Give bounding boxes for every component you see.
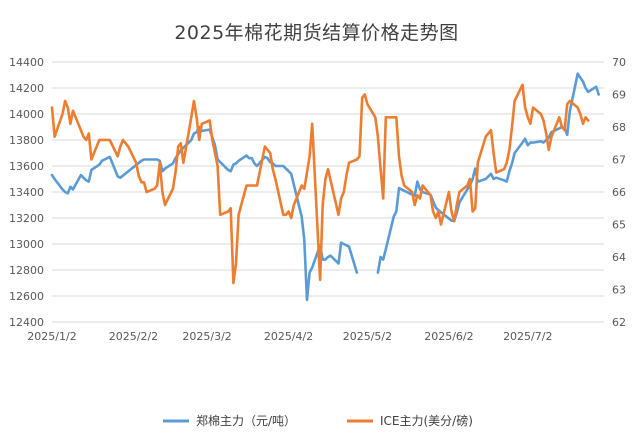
- x-tick-label: 2025/1/2: [27, 330, 76, 343]
- y-left-tick-label: 12400: [9, 316, 44, 329]
- chart-title: 2025年棉花期货结算价格走势图: [174, 22, 459, 44]
- legend-item: 郑棉主力（元/吨）: [163, 413, 296, 428]
- y-left-tick-label: 13800: [9, 134, 44, 147]
- y-right-tick-label: 69: [612, 89, 626, 102]
- y-right-tick-label: 68: [612, 121, 626, 134]
- y-right-tick-label: 70: [612, 56, 626, 69]
- y-right-tick-label: 66: [612, 186, 626, 199]
- y-left-tick-label: 14000: [9, 108, 44, 121]
- y-left-tick-label: 13600: [9, 160, 44, 173]
- x-tick-label: 2025/5/2: [343, 330, 392, 343]
- y-left-tick-label: 13200: [9, 212, 44, 225]
- y-right-tick-label: 62: [612, 316, 626, 329]
- x-tick-label: 2025/4/2: [264, 330, 313, 343]
- y-left-tick-label: 12800: [9, 264, 44, 277]
- y-left-tick-label: 13000: [9, 238, 44, 251]
- x-tick-label: 2025/2/2: [109, 330, 158, 343]
- series-line: [50, 83, 590, 285]
- legend-label: 郑棉主力（元/吨）: [196, 413, 296, 428]
- series-ice: [50, 83, 590, 285]
- y-right-tick-label: 64: [612, 251, 626, 264]
- x-tick-label: 2025/7/2: [503, 330, 552, 343]
- x-tick-label: 2025/6/2: [424, 330, 473, 343]
- y-left-tick-label: 14200: [9, 82, 44, 95]
- legend-label: ICE主力(美分/磅): [380, 413, 473, 428]
- y-left-tick-label: 14400: [9, 56, 44, 69]
- y-left-tick-label: 12600: [9, 290, 44, 303]
- x-tick-label: 2025/3/2: [182, 330, 231, 343]
- y-right-tick-label: 65: [612, 219, 626, 232]
- y-right-tick-label: 63: [612, 284, 626, 297]
- y-left-tick-label: 13400: [9, 186, 44, 199]
- gridlines: [52, 61, 604, 323]
- legend-item: ICE主力(美分/磅): [347, 413, 473, 428]
- y-right-tick-label: 67: [612, 154, 626, 167]
- series-line: [376, 72, 601, 274]
